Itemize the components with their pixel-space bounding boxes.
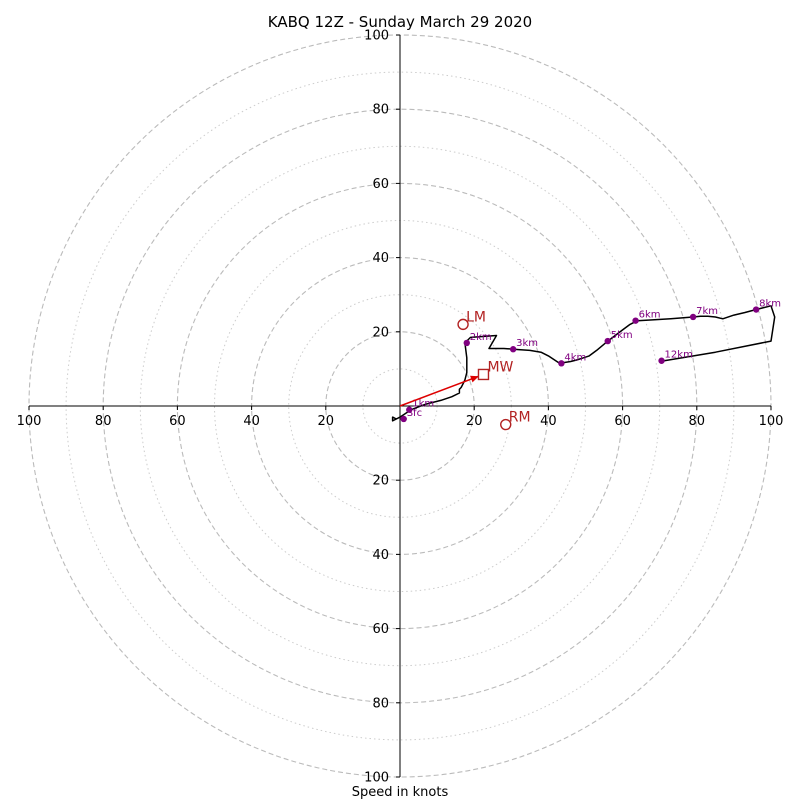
height-marker-8km [752,306,760,313]
hodograph-trace-layer [391,305,776,422]
mean-wind-label: MW [487,359,513,375]
x-tick-label: 20 [466,414,483,429]
chart-title: KABQ 12Z - Sunday March 29 2020 [268,13,532,31]
right-mover-marker [500,418,512,431]
y-tick-label: 20 [372,474,389,489]
y-tick-label: 80 [372,103,389,118]
height-marker-2km [463,339,470,347]
height-marker-12km [658,357,665,364]
storm-motion-layer: MW LM RM [399,309,531,431]
x-tick-label: 60 [614,414,631,429]
height-marker-4km [558,360,565,367]
x-tick-label: 20 [318,414,335,429]
right-mover-label: RM [509,410,531,426]
height-label-12km: 12km [665,350,693,361]
mean-wind-marker [477,368,490,381]
height-label-2km: 2km [470,332,492,343]
y-tick-label: 60 [372,622,389,637]
height-label-6km: 6km [639,310,661,321]
height-label-7km: 7km [696,306,718,317]
height-marker-5km [604,337,611,345]
y-tick-label: 40 [372,251,389,266]
x-tick-label: 40 [540,414,557,429]
y-tick-label: 100 [364,771,389,786]
height-marker-1km [406,406,413,413]
y-tick-label: 20 [372,325,389,340]
x-tick-label: 40 [243,414,260,429]
height-marker-sfc [400,415,407,423]
y-tick-label: 40 [372,548,389,563]
mean-wind-vector [399,375,480,407]
y-tick-label: 100 [364,29,389,44]
x-tick-label: 80 [95,414,112,429]
height-label-8km: 8km [759,299,781,310]
height-marker-3km [509,346,517,353]
height-label-4km: 4km [564,352,586,363]
left-mover-marker [457,318,469,331]
height-label-3km: 3km [516,338,538,349]
x-tick-label: 80 [689,414,706,429]
y-tick-label: 60 [372,177,389,192]
height-label-5km: 5km [611,330,633,341]
hodograph-trace [391,305,776,422]
x-tick-label: 100 [759,414,784,429]
y-tick-label: 80 [372,696,389,711]
height-label-1km: 1km [412,399,434,410]
x-axis-label: Speed in knots [352,785,449,800]
height-label-sfc: Sfc [407,408,422,419]
x-tick-label: 100 [17,414,42,429]
tick-labels: 100 80 60 40 20 20 40 60 80 100 100 80 60 40 20 20 40 60 8… [17,29,784,786]
left-mover-label: LM [466,309,486,325]
height-marker-7km [689,313,697,321]
x-tick-label: 60 [169,414,186,429]
mean-wind-arrowhead [470,375,479,383]
height-marker-6km [632,317,639,324]
